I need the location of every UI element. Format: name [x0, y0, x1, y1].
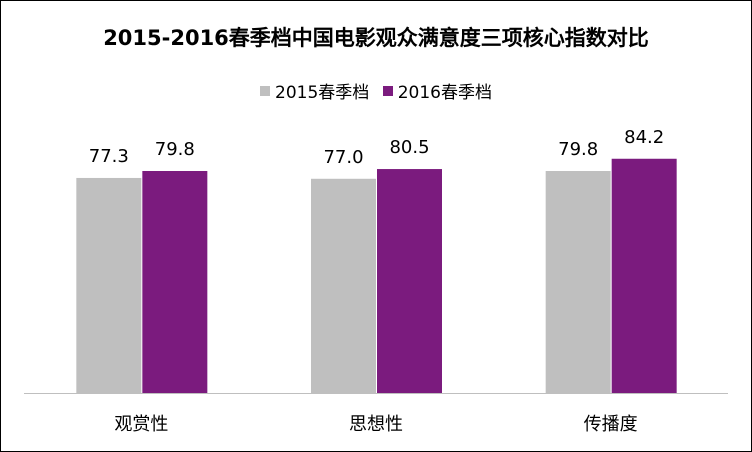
- data-label-2015-1: 77.0: [323, 147, 363, 168]
- legend-label-2015: 2015春季档: [275, 83, 370, 103]
- data-label-2015-2: 79.8: [558, 139, 598, 160]
- category-label-2: 传播度: [584, 414, 638, 435]
- category-label-1: 思想性: [349, 414, 403, 435]
- legend: 2015春季档 2016春季档: [0, 78, 752, 103]
- data-label-2016-2: 84.2: [624, 127, 664, 148]
- chart-title: 2015-2016春季档中国电影观众满意度三项核心指数对比: [103, 26, 649, 50]
- category-label-0: 观赏性: [114, 414, 168, 435]
- data-label-2016-0: 79.8: [155, 139, 195, 160]
- legend-swatch-2015: [260, 85, 271, 96]
- legend-label-2016: 2016春季档: [397, 83, 492, 103]
- bar-2016-1: [377, 169, 442, 393]
- bar-2015-1: [311, 178, 376, 393]
- legend-item-2016: 2016春季档: [382, 78, 492, 103]
- legend-swatch-2016: [382, 85, 393, 96]
- bar-2015-0: [76, 177, 142, 393]
- bar-2015-2: [545, 170, 611, 393]
- data-label-2015-0: 77.3: [89, 146, 129, 167]
- data-label-2016-1: 80.5: [389, 137, 429, 158]
- legend-item-2015: 2015春季档: [260, 78, 369, 103]
- bar-2016-0: [142, 170, 208, 393]
- bar-2016-2: [611, 158, 677, 393]
